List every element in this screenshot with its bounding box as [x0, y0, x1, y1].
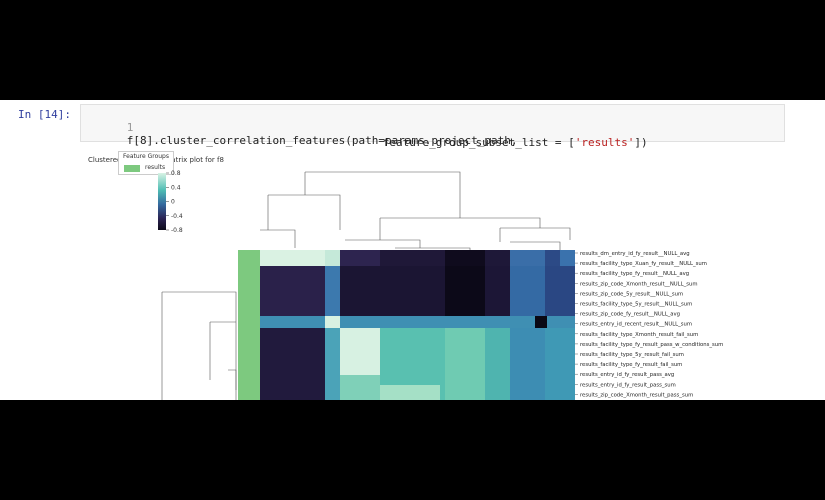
row-label: results_dm_entry_id_fy_result__NULL_avg [580, 251, 690, 257]
heatmap-cell [260, 250, 325, 266]
row-label: results_facility_type_Xmonth_result_fail… [580, 332, 698, 338]
row-label: results_entry_id_fy_result_pass_avg [580, 372, 674, 378]
heatmap-cell [545, 250, 560, 266]
code-text-1: f[8].cluster_correlation_features(path=p… [126, 134, 518, 147]
row-label: results_facility_type_5y_result__NULL_su… [580, 302, 692, 308]
heatmap-cell [510, 250, 545, 266]
row-color-bar [238, 250, 260, 400]
colorbar-gradient [158, 173, 166, 230]
row-label: results_facility_type_5y_result_fail_sum [580, 352, 684, 358]
dendro-link [305, 171, 461, 218]
heatmap-cell [260, 328, 325, 400]
dendro-link [380, 217, 541, 228]
notebook-area: In [14]: 1 f[8].cluster_correlation_feat… [0, 100, 825, 400]
dendro-link [228, 369, 237, 390]
code-cell[interactable]: 1 f[8].cluster_correlation_features(path… [80, 104, 785, 149]
row-label: results_zip_code_Xmonth_result__NULL_sum [580, 281, 698, 287]
row-label: results_facility_type_fy_result_pass_w_c… [580, 342, 723, 348]
dendro-link [395, 247, 471, 250]
heatmap-cell [445, 328, 485, 400]
line-number: 1 [126, 121, 134, 134]
heatmap-cell [260, 316, 575, 328]
heatmap-cell [485, 328, 510, 400]
dendro-link [510, 241, 561, 250]
legend-title: Feature Groups [123, 153, 169, 160]
row-dendrogram [161, 291, 237, 400]
cell-prompt: In [14]: [18, 108, 71, 121]
heatmap-cell [325, 250, 340, 266]
heatmap-cell [340, 250, 380, 266]
heatmap-cell [325, 266, 340, 326]
colorbar-tick-label: -0.4 [171, 213, 183, 220]
code-line-2: feature_group_subset_list = ['results']) [343, 123, 648, 162]
colorbar-tick-label: 0.4 [171, 184, 181, 191]
colorbar-ticks: 0.8 0.4 0 -0.4 -0.8 [166, 170, 183, 234]
heatmap-cell [380, 385, 440, 400]
legend-swatch [124, 165, 140, 172]
row-label: results_facility_type_Xuan_fy_result__NU… [580, 261, 707, 267]
heatmap-cell [485, 250, 510, 266]
colorbar-tick-label: -0.8 [171, 227, 183, 234]
row-label: results_entry_id_fy_result_pass_sum [580, 382, 676, 388]
row-label: results_zip_code_5y_result__NULL_sum [580, 291, 683, 297]
row-label: results_zip_code_fy_result__NULL_avg [580, 312, 680, 318]
dendro-link [345, 239, 421, 248]
heatmap-cell [325, 316, 340, 328]
colorbar [158, 173, 166, 230]
dendro-link [260, 229, 296, 248]
row-label: results_facility_type_fy_result_fail_sum [580, 362, 682, 368]
clustermap-plot: 0.8 0.4 0 -0.4 -0.8 results_dm_entry_id_fy_r… [158, 170, 723, 400]
code-text-2b: ]) [634, 136, 648, 149]
legend: Feature Groups results [118, 151, 174, 175]
row-label: results_facility_type_fy_result__NULL_av… [580, 271, 689, 277]
row-label: results_zip_code_Xmonth_result_pass_sum [580, 392, 693, 398]
heatmap-cell [325, 328, 340, 400]
heatmap-cell [380, 250, 445, 266]
dendro-link [162, 291, 237, 400]
dendro-link [268, 194, 341, 230]
row-labels: results_dm_entry_id_fy_result__NULL_avgr… [575, 251, 723, 398]
heatmap-cell [545, 328, 575, 400]
heatmap-cell [510, 328, 545, 400]
legend-label: results [145, 164, 166, 171]
code-text-2a: feature_group_subset_list = [ [382, 136, 575, 149]
heatmap-cell [535, 316, 547, 328]
dendro-link [500, 227, 571, 240]
colorbar-tick-label: 0.8 [171, 170, 181, 177]
colorbar-tick-label: 0 [171, 199, 175, 206]
code-line-1: 1 f[8].cluster_correlation_features(path… [87, 108, 518, 160]
heatmap-cell [560, 250, 575, 266]
code-string: 'results' [574, 136, 635, 149]
heatmap-cell [340, 375, 380, 400]
column-dendrogram [260, 171, 571, 250]
heatmap-cell [445, 250, 485, 266]
row-label: results_entry_id_recent_result__NULL_sum [580, 322, 692, 328]
heatmap-cells [260, 250, 575, 400]
